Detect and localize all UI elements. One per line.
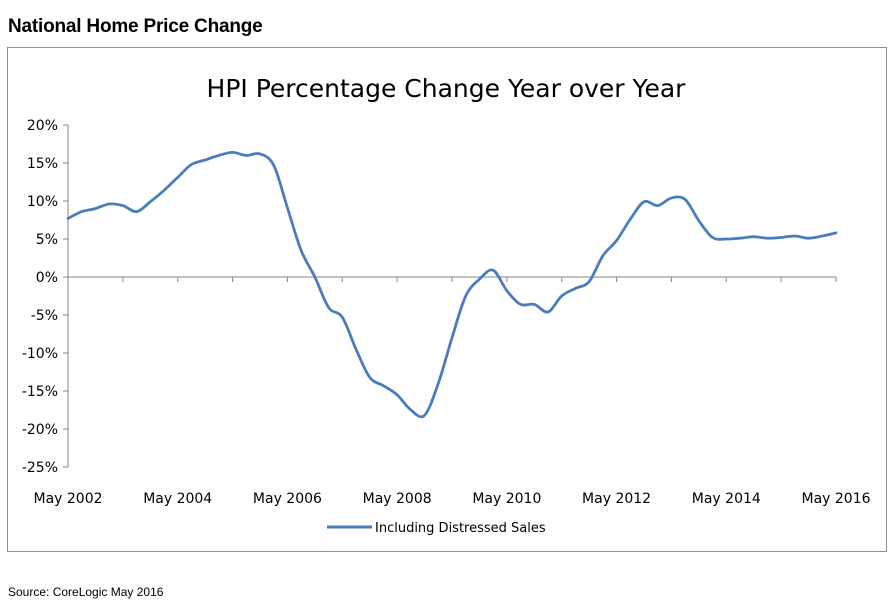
- x-tick-label: May 2004: [143, 491, 212, 507]
- y-tick-label: 5%: [36, 232, 58, 248]
- chart: HPI Percentage Change Year over Year 20%…: [22, 74, 871, 536]
- legend-label: Including Distressed Sales: [375, 521, 546, 536]
- y-tick-label: -25%: [22, 460, 58, 476]
- y-tick-label: -15%: [22, 384, 58, 400]
- chart-frame: HPI Percentage Change Year over Year 20%…: [7, 47, 887, 552]
- page-heading: National Home Price Change: [8, 16, 263, 37]
- y-tick-label: 10%: [27, 194, 58, 210]
- x-tick-label: May 2014: [692, 491, 761, 507]
- legend: Including Distressed Sales: [327, 521, 546, 536]
- y-tick-label: -5%: [31, 308, 58, 324]
- y-tick-label: 15%: [27, 156, 58, 172]
- x-tick-label: May 2006: [253, 491, 322, 507]
- source-note: Source: CoreLogic May 2016: [8, 585, 164, 599]
- y-tick-label: -20%: [22, 422, 58, 438]
- y-tick-label: -10%: [22, 346, 58, 362]
- x-tick-label: May 2008: [363, 491, 432, 507]
- y-tick-label: 0%: [36, 270, 58, 286]
- y-tick-label: 20%: [27, 118, 58, 134]
- chart-title: HPI Percentage Change Year over Year: [207, 74, 687, 103]
- series-line: [66, 151, 838, 419]
- series-lines: [66, 151, 838, 419]
- x-tick-label: May 2012: [582, 491, 651, 507]
- x-tick-label: May 2016: [801, 491, 870, 507]
- x-tick-label: May 2002: [33, 491, 102, 507]
- y-axis: 20% 15% 10% 5% 0% -5% -10% -15% -20% -25%: [22, 118, 69, 476]
- x-tick-label: May 2010: [472, 491, 541, 507]
- x-axis: May 2002 May 2004 May 2006 May 2008 May 2010…: [33, 276, 871, 507]
